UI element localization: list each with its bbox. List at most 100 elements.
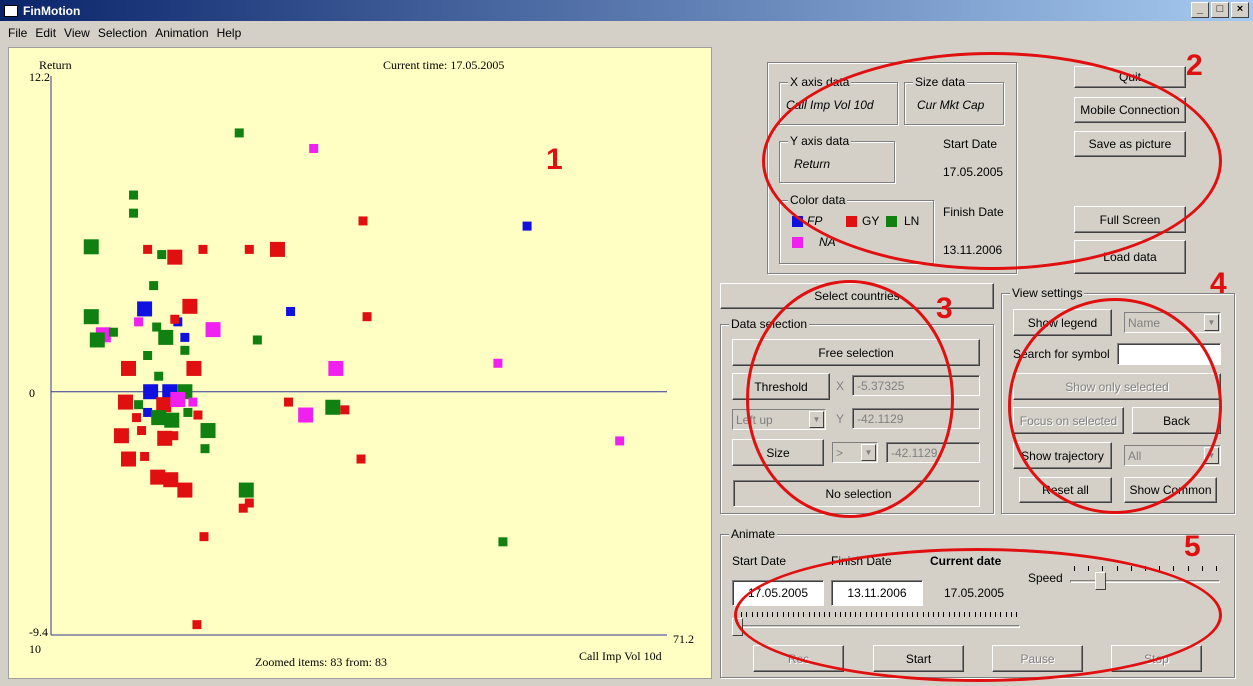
- animate-title: Animate: [729, 527, 778, 541]
- data-point-gy[interactable]: [150, 469, 166, 485]
- plot-canvas[interactable]: [9, 48, 713, 680]
- slider-tick: [1216, 566, 1217, 571]
- data-point-ln[interactable]: [238, 482, 254, 498]
- y-min-tick: -9.4: [29, 625, 48, 639]
- menu-bar: File Edit View Selection Animation Help: [0, 21, 1253, 45]
- data-point-gy[interactable]: [244, 498, 254, 508]
- scatter-plot[interactable]: Return Current time: 17.05.2005 12.2 0 -…: [8, 47, 712, 679]
- data-point-gy[interactable]: [356, 454, 366, 464]
- data-point-na[interactable]: [298, 407, 314, 423]
- data-point-ln[interactable]: [129, 190, 139, 200]
- data-point-na[interactable]: [615, 436, 625, 446]
- annotation-4: 4: [1210, 267, 1227, 300]
- menu-selection[interactable]: Selection: [97, 26, 148, 40]
- data-point-ln[interactable]: [183, 407, 193, 417]
- y-zero-tick: 0: [29, 386, 35, 400]
- data-point-gy[interactable]: [186, 360, 202, 376]
- data-point-gy[interactable]: [177, 482, 193, 498]
- data-point-gy[interactable]: [199, 532, 209, 542]
- menu-file[interactable]: File: [8, 26, 28, 40]
- data-point-ln[interactable]: [154, 371, 164, 381]
- menu-animation[interactable]: Animation: [155, 26, 209, 40]
- data-point-gy[interactable]: [358, 216, 368, 226]
- data-point-gy[interactable]: [198, 244, 208, 254]
- annotation-1: 1: [546, 143, 563, 176]
- data-point-fp[interactable]: [143, 384, 159, 400]
- data-point-gy[interactable]: [140, 451, 150, 461]
- data-point-gy[interactable]: [170, 314, 180, 324]
- data-point-ln[interactable]: [252, 335, 262, 345]
- data-point-ln[interactable]: [143, 351, 153, 360]
- data-point-ln[interactable]: [134, 400, 144, 410]
- data-point-ln[interactable]: [158, 329, 174, 345]
- data-point-gy[interactable]: [121, 360, 137, 376]
- menu-help[interactable]: Help: [216, 26, 242, 40]
- data-point-gy[interactable]: [192, 620, 202, 630]
- data-point-gy[interactable]: [269, 241, 285, 257]
- minimize-button[interactable]: _: [1191, 2, 1209, 18]
- maximize-button[interactable]: □: [1211, 2, 1229, 18]
- data-point-ln[interactable]: [151, 410, 167, 426]
- data-point-gy[interactable]: [362, 312, 372, 322]
- window-title: FinMotion: [23, 3, 81, 18]
- data-point-fp[interactable]: [143, 407, 153, 417]
- data-point-na[interactable]: [188, 397, 198, 407]
- annotation-5: 5: [1184, 530, 1201, 563]
- data-point-ln[interactable]: [200, 444, 210, 454]
- data-point-gy[interactable]: [132, 413, 142, 423]
- data-point-gy[interactable]: [238, 503, 248, 513]
- legend-fp-swatch: [792, 216, 803, 227]
- data-point-na[interactable]: [205, 322, 221, 338]
- data-point-gy[interactable]: [244, 244, 254, 254]
- data-point-ln[interactable]: [498, 537, 508, 547]
- data-point-gy[interactable]: [169, 431, 179, 441]
- data-point-gy[interactable]: [193, 410, 203, 420]
- menu-view[interactable]: View: [64, 26, 90, 40]
- y-max-tick: 12.2: [29, 70, 50, 84]
- data-point-ln[interactable]: [89, 332, 105, 348]
- data-point-ln[interactable]: [108, 327, 118, 337]
- data-point-na[interactable]: [309, 143, 319, 153]
- data-point-gy[interactable]: [113, 428, 129, 444]
- data-point-gy[interactable]: [167, 249, 183, 265]
- menu-edit[interactable]: Edit: [35, 26, 57, 40]
- data-point-ln[interactable]: [200, 423, 216, 439]
- data-point-na[interactable]: [493, 358, 503, 368]
- slider-tick: [1201, 566, 1203, 571]
- data-point-na[interactable]: [134, 317, 144, 327]
- annotation-2: 2: [1186, 49, 1203, 82]
- data-point-ln[interactable]: [83, 239, 99, 255]
- data-point-gy[interactable]: [143, 244, 153, 254]
- legend-na-swatch: [792, 237, 803, 248]
- slider-tick: [1187, 566, 1189, 571]
- data-point-ln[interactable]: [149, 281, 159, 291]
- slider-tick: [1159, 566, 1161, 571]
- data-point-fp[interactable]: [137, 301, 153, 317]
- data-point-ln[interactable]: [157, 250, 167, 260]
- data-point-gy[interactable]: [156, 397, 172, 413]
- x-axis-label: Call Imp Vol 10d: [579, 649, 662, 663]
- data-point-ln[interactable]: [180, 345, 190, 355]
- data-point-gy[interactable]: [163, 472, 179, 488]
- data-point-na[interactable]: [170, 391, 186, 407]
- data-point-ln[interactable]: [129, 208, 139, 218]
- data-point-gy[interactable]: [284, 397, 294, 407]
- data-point-fp[interactable]: [522, 221, 532, 231]
- data-point-fp[interactable]: [286, 307, 296, 317]
- data-point-na[interactable]: [328, 360, 344, 376]
- data-point-fp[interactable]: [180, 332, 190, 342]
- data-point-gy[interactable]: [117, 394, 133, 410]
- x-min-tick: 10: [29, 642, 41, 656]
- data-point-gy[interactable]: [157, 430, 173, 446]
- chevron-down-icon[interactable]: ▼: [1204, 314, 1219, 331]
- data-point-ln[interactable]: [164, 412, 180, 428]
- data-point-gy[interactable]: [182, 298, 198, 314]
- data-point-ln[interactable]: [325, 399, 341, 415]
- data-point-gy[interactable]: [137, 426, 147, 436]
- data-point-ln[interactable]: [234, 128, 244, 138]
- close-button[interactable]: ×: [1231, 2, 1249, 18]
- data-point-gy[interactable]: [121, 451, 137, 467]
- data-point-ln[interactable]: [83, 309, 99, 325]
- data-point-gy[interactable]: [340, 405, 350, 415]
- data-point-ln[interactable]: [152, 322, 162, 332]
